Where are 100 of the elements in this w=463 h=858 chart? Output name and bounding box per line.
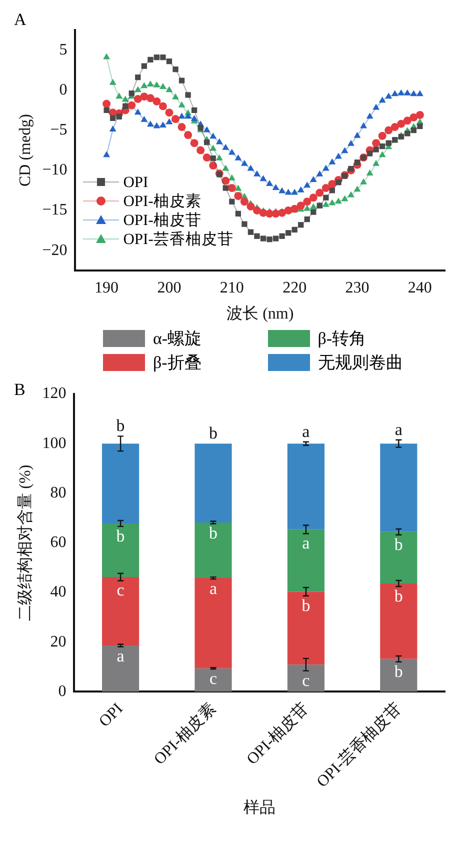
point [209,162,218,170]
bar [194,522,232,578]
y-tick-label: −20 [42,242,68,259]
y-tick-label: 5 [59,41,68,58]
point [103,53,110,60]
data-label: a [209,579,218,598]
point [109,78,116,85]
point [158,102,167,110]
point [166,118,173,124]
point [385,92,392,99]
x-axis-title: 波长 (nm) [226,304,294,323]
point [309,194,318,202]
point [366,170,374,176]
point [103,151,110,158]
point [196,146,205,154]
point [172,66,178,72]
point [334,198,342,204]
data-label: a [302,422,310,441]
point [210,144,217,151]
point [165,108,174,117]
bar [380,658,418,692]
y-tick-label: −5 [50,121,68,138]
point [203,126,210,132]
point [240,160,248,166]
point [260,175,267,182]
point [310,203,317,210]
point [140,92,148,101]
point [178,112,186,119]
legend-label: OPI-柚皮素 [123,192,202,211]
y-tick-label: −15 [42,202,68,219]
point [360,178,367,184]
point [222,164,230,171]
point [354,186,361,192]
data-label: a [302,534,310,553]
point [141,63,147,69]
y-tick-label: 80 [50,484,66,502]
x-tick-label: 220 [282,279,307,296]
point [260,236,266,242]
y-tick-label: 0 [59,81,68,98]
point [304,216,310,222]
point [390,123,399,132]
point [278,208,286,217]
point [354,160,360,166]
point [291,188,298,195]
point [134,108,142,115]
point [366,150,373,156]
point [122,96,129,102]
point [190,139,198,148]
point [191,107,198,114]
point [134,94,142,103]
data-label: b [394,662,403,681]
point [146,120,154,127]
data-label: a [116,646,125,666]
x-tick-label: 210 [220,279,244,296]
point [366,112,374,119]
bar [102,577,140,646]
point [323,194,329,200]
bar [102,646,140,692]
point [216,154,223,160]
point [185,92,191,98]
bar [380,584,418,659]
y-tick-label: 20 [50,633,66,650]
bar [287,664,324,692]
data-label: c [302,670,310,690]
point [266,180,273,186]
x-tick-label: 200 [157,279,182,296]
point [348,166,354,172]
point [128,90,134,96]
point [234,192,242,200]
legend-label: OPI [123,172,148,192]
point [234,184,242,191]
y-tick-label: 60 [50,534,66,552]
point [153,81,160,88]
data-label: b [394,586,403,606]
data-label: a [394,420,403,439]
point [303,198,312,206]
y-axis-title: CD (medg) [16,114,34,187]
point [202,154,211,162]
point [252,206,261,214]
point [228,184,236,192]
bar [102,444,140,524]
point [284,188,292,195]
point [152,97,161,106]
bar [380,532,418,584]
x-axis-title: 样品 [244,798,276,817]
point [416,111,424,120]
data-label: c [116,580,125,600]
x-tick-label: OPI [96,700,126,730]
point [417,123,423,130]
point [146,80,154,87]
point [348,140,354,146]
point [272,236,279,242]
point [354,132,361,138]
point [322,184,330,192]
point [304,182,311,188]
bar [102,523,140,578]
point [248,229,254,235]
legend-label: β-转角 [318,328,366,348]
x-tick-label: OPI-柚皮苷 [243,700,312,768]
legend-label: 无规则卷曲 [318,352,403,372]
